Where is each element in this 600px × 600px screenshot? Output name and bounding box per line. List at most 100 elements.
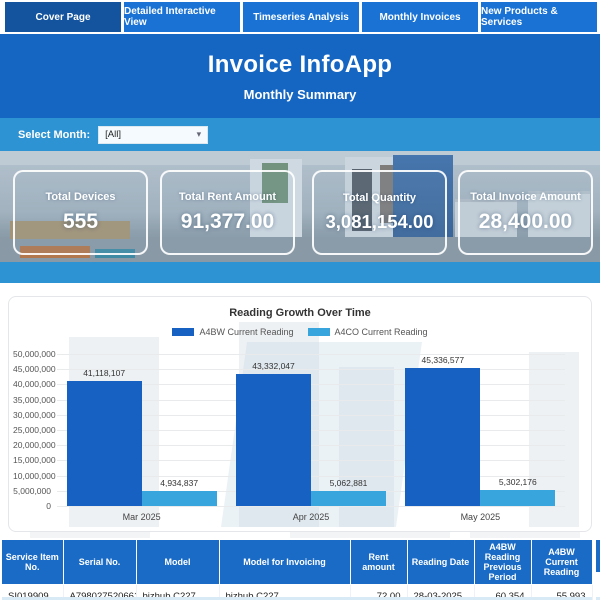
chevron-down-icon: ▾ [196,128,202,139]
gridline [57,354,565,355]
chart-legend: A4BW Current Reading A4CO Current Reading [9,327,591,337]
bar-value-label: 41,118,107 [83,368,126,378]
month-dropdown-value: [All] [105,129,121,140]
legend-label: A4CO Current Reading [334,327,428,337]
y-axis-tick-label: 40,000,000 [13,379,56,390]
table-cell: 60,354 [474,584,532,600]
gridline [57,384,565,386]
table-next-column-sliver [596,540,600,572]
office-photo-banner [0,151,600,262]
table-next-row-sliver [596,597,600,600]
bar-value-label: 4,934,837 [160,477,199,488]
gridline [57,475,565,477]
gridline [57,445,565,447]
column-header-a4bw-reading-previous-period[interactable]: A4BW Reading Previous Period [474,540,532,585]
kpi-value: 28,400.00 [478,210,573,233]
kpi-card-total-quantity: Total Quantity 3,081,154.00 [312,170,447,255]
legend-label: A4BW Current Reading [199,327,294,337]
page-subtitle: Monthly Summary [243,86,357,102]
gridline [57,399,565,401]
column-header-rent-amount[interactable]: Rent amount [350,540,408,585]
report-header: Invoice InfoApp Monthly Summary [0,34,600,118]
photo-blue-overlay [0,151,600,262]
legend-swatch-icon [172,328,195,336]
reading-growth-chart-card: Reading Growth Over Time A4BW Current Re… [8,296,592,532]
column-header-model-for-invoicing[interactable]: Model for Invoicing [219,540,351,585]
table-cell: bizhub C227 [219,584,351,600]
table-cell: 28-03-2025 [407,584,475,600]
table-next-row-sliver [2,597,592,600]
x-axis-tick-label: Apr 2025 [292,512,330,522]
bar-value-label: 43,332,047 [252,361,295,372]
bar-a4co-current-reading-may-2025[interactable] [480,489,556,506]
column-header-model[interactable]: Model [136,540,220,585]
y-axis-tick-label: 20,000,000 [13,440,56,451]
legend-item-a4bw-current-reading[interactable]: A4BW Current Reading [172,327,294,337]
invoice-table: Service Item No. Serial No. Model Model for… [2,540,593,600]
bar-a4bw-current-reading-mar-2025[interactable] [66,381,142,506]
column-header-service-item-no-[interactable]: Service Item No. [2,540,64,585]
tab-new-products-services[interactable]: New Products & Services [481,2,597,32]
gridline [57,506,565,507]
kpi-card-row: Total Devices 555 Total Rent Amount 91,377.… [0,151,600,262]
y-axis-tick-label: 0 [46,501,51,511]
month-dropdown[interactable]: [All] ▾ [98,125,209,144]
gridline [57,460,565,462]
table-cell: 55,993 [531,584,593,600]
y-axis-tick-label: 10,000,000 [13,470,56,481]
select-month-label: Select Month: [18,128,91,141]
y-axis-tick-label: 45,000,000 [13,364,56,375]
table-row[interactable]: SI019909 A798027520661 bizhub C227 bizhub C… [2,584,593,600]
legend-swatch-icon [307,328,330,336]
y-axis-tick-label: 35,000,000 [13,394,56,405]
table-header-row: Service Item No. Serial No. Model Model for… [2,540,593,585]
legend-item-a4co-current-reading[interactable]: A4CO Current Reading [307,327,428,337]
bar-a4bw-current-reading-apr-2025[interactable] [236,374,311,506]
bar-value-label: 45,336,577 [421,355,465,366]
blue-band [0,262,600,283]
bar-value-label: 5,302,176 [498,476,537,487]
photo-plants [262,163,288,203]
column-header-a4bw-current-reading[interactable]: A4BW Current Reading [531,540,593,585]
kpi-card-total-rent-amount: Total Rent Amount 91,377.00 [160,170,295,255]
tab-cover-page[interactable]: Cover Page [5,2,121,32]
kpi-card-total-devices: Total Devices 555 [13,170,148,255]
gridline [57,369,565,371]
y-axis-tick-label: 30,000,000 [13,409,56,420]
gridline [57,430,565,431]
kpi-value: 91,377.00 [180,210,275,233]
bar-value-label: 5,062,881 [329,477,368,488]
kpi-value: 3,081,154.00 [325,211,434,232]
column-header-serial-no-[interactable]: Serial No. [63,540,137,585]
y-axis-tick-label: 5,000,000 [13,485,51,496]
kpi-label: Total Quantity [342,192,417,204]
tab-timeseries-analysis[interactable]: Timeseries Analysis [243,2,359,32]
table-cell: SI019909 [2,584,64,600]
y-axis-tick-label: 15,000,000 [13,455,56,466]
y-axis-tick-label: 50,000,000 [13,349,56,359]
bar-a4bw-current-reading-may-2025[interactable] [405,368,481,506]
kpi-card-total-invoice-amount: Total Invoice Amount 28,400.00 [458,170,593,255]
bar-a4co-current-reading-apr-2025[interactable] [311,490,386,506]
y-axis-tick-label: 25,000,000 [13,425,56,435]
tab-detailed-interactive-view[interactable]: Detailed Interactive View [124,2,240,32]
kpi-label: Total Rent Amount [178,191,277,203]
table-cell: A798027520661 [63,584,137,600]
nav-tabbar: Cover Page Detailed Interactive View Times… [5,2,597,32]
kpi-label: Total Devices [45,191,116,203]
filter-band: Select Month: [All] ▾ [0,118,600,151]
bar-a4co-current-reading-mar-2025[interactable] [141,490,217,506]
page-title: Invoice InfoApp [207,50,393,78]
table-cell: bizhub C227 [136,584,220,600]
photo-papers [20,246,90,258]
gridline [57,414,565,416]
kpi-label: Total Invoice Amount [470,191,581,203]
chart-title: Reading Growth Over Time [229,307,371,319]
x-axis-tick-label: Mar 2025 [122,512,161,522]
x-axis-tick-label: May 2025 [460,512,501,522]
column-header-reading-date[interactable]: Reading Date [407,540,475,585]
tab-monthly-invoices[interactable]: Monthly Invoices [362,2,478,32]
photo-person [352,169,372,231]
kpi-value: 555 [62,210,99,233]
